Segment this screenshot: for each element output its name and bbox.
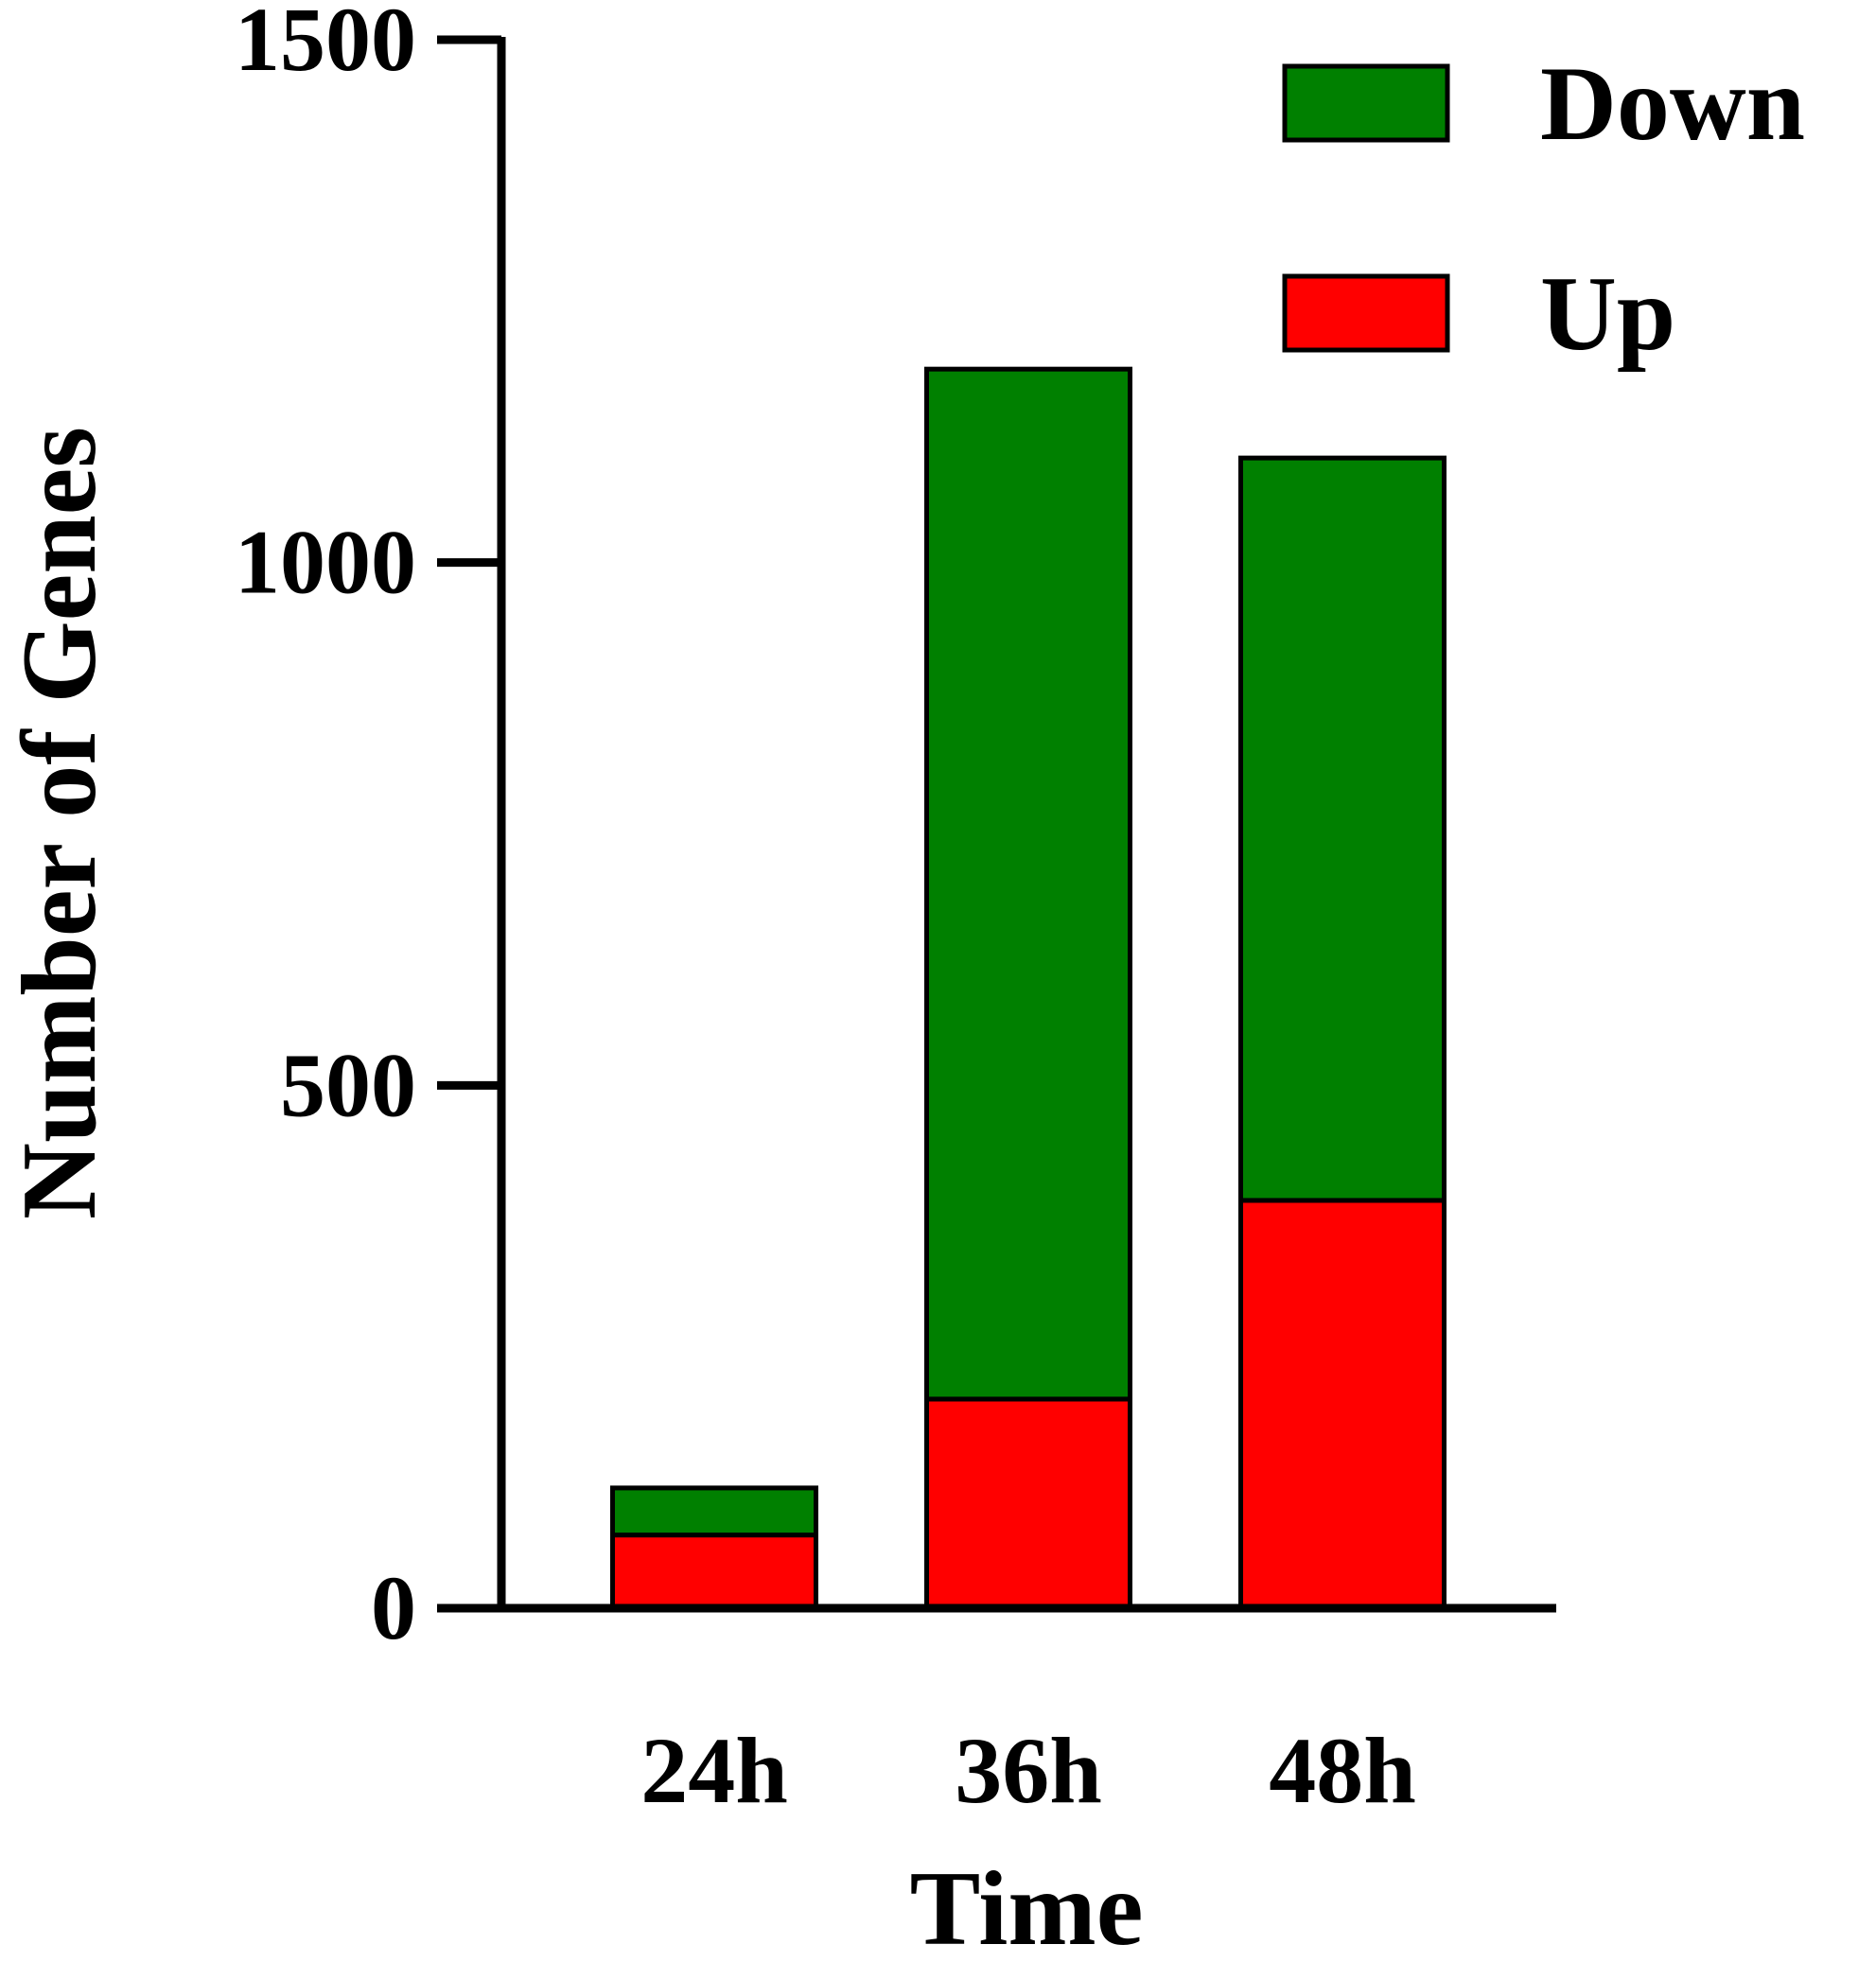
x-tick-label: 48h (1269, 1718, 1416, 1823)
x-axis-title: Time (910, 1850, 1144, 1962)
legend-swatch-up (1282, 273, 1450, 353)
axes-group: 0 500 1000 1500 (235, 0, 1556, 1658)
bar-down-48h (1238, 455, 1446, 1203)
bars-group: 24h 36h 48h (610, 366, 1446, 1823)
bar-up-36h (924, 1396, 1132, 1611)
y-tick-label: 500 (280, 1034, 416, 1135)
legend: Down Up (1282, 45, 1805, 373)
y-tick-label: 0 (371, 1557, 416, 1658)
x-tick-label: 36h (955, 1718, 1102, 1823)
legend-label-up: Up (1540, 255, 1675, 373)
bar-down-24h (610, 1485, 818, 1538)
bar-down-36h (924, 366, 1132, 1402)
legend-swatch-down (1282, 63, 1450, 143)
legend-label-down: Down (1540, 45, 1805, 163)
x-tick-label: 24h (640, 1718, 788, 1823)
y-tick-label: 1500 (235, 0, 416, 90)
bar-up-24h (610, 1533, 818, 1611)
y-tick-label: 1000 (235, 512, 416, 613)
y-axis-title: Number of Genes (1, 427, 118, 1219)
bar-up-48h (1238, 1198, 1446, 1611)
